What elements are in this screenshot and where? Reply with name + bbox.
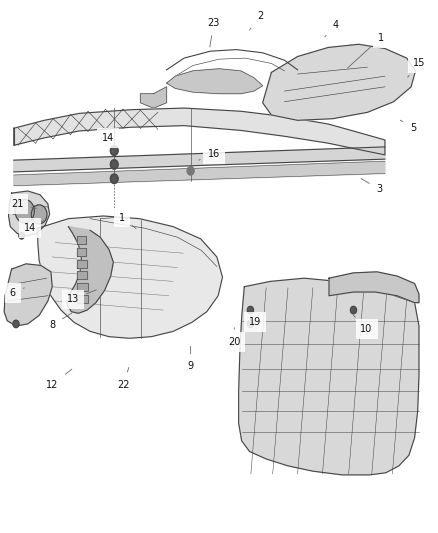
Text: 12: 12 [46, 369, 72, 390]
Circle shape [111, 147, 118, 155]
Text: 6: 6 [10, 288, 25, 298]
Polygon shape [14, 161, 385, 185]
Text: 9: 9 [187, 346, 194, 372]
Circle shape [247, 320, 254, 328]
Polygon shape [77, 236, 86, 244]
Circle shape [247, 306, 254, 314]
Text: 3: 3 [361, 179, 383, 195]
Circle shape [110, 174, 118, 183]
Polygon shape [77, 283, 88, 291]
Polygon shape [4, 264, 52, 326]
Circle shape [15, 199, 34, 223]
Text: 15: 15 [408, 59, 425, 77]
Polygon shape [14, 147, 385, 172]
Polygon shape [77, 295, 88, 303]
Text: 21: 21 [11, 199, 36, 209]
Polygon shape [77, 271, 87, 279]
Text: 4: 4 [325, 20, 339, 37]
Polygon shape [263, 44, 416, 120]
Polygon shape [14, 108, 385, 155]
Circle shape [111, 174, 118, 183]
Text: 1: 1 [348, 33, 384, 68]
Text: 14: 14 [24, 221, 43, 233]
Circle shape [350, 306, 357, 314]
Circle shape [187, 166, 194, 175]
Text: 13: 13 [67, 290, 96, 304]
Text: 10: 10 [353, 316, 373, 334]
Circle shape [31, 205, 47, 224]
Polygon shape [9, 191, 49, 236]
Text: 2: 2 [250, 11, 264, 30]
Text: 23: 23 [208, 18, 220, 47]
Polygon shape [67, 227, 113, 313]
Text: 19: 19 [249, 308, 261, 327]
Text: 20: 20 [228, 328, 240, 347]
Circle shape [111, 160, 118, 168]
Text: 8: 8 [49, 313, 72, 330]
Text: 14: 14 [102, 133, 114, 152]
Polygon shape [166, 69, 263, 94]
Circle shape [110, 146, 118, 156]
Text: 5: 5 [400, 120, 417, 133]
Polygon shape [38, 216, 223, 338]
Polygon shape [239, 278, 419, 475]
Polygon shape [329, 272, 419, 303]
Circle shape [13, 320, 19, 328]
Text: 16: 16 [199, 149, 220, 160]
Polygon shape [77, 248, 86, 256]
Polygon shape [77, 260, 87, 268]
Text: 1: 1 [119, 213, 136, 229]
Text: 22: 22 [117, 368, 130, 390]
Circle shape [19, 232, 24, 239]
Circle shape [110, 160, 118, 169]
Circle shape [19, 232, 24, 239]
Polygon shape [141, 87, 166, 108]
